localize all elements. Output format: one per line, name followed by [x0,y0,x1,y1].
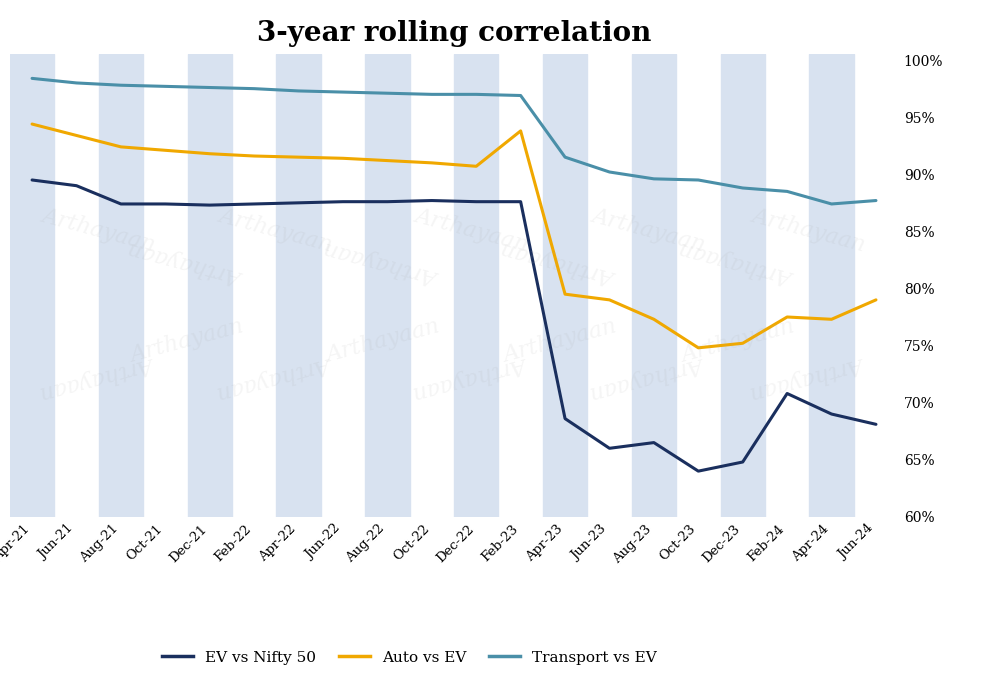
Bar [454,54,498,517]
Text: Arthayaan: Arthayaan [678,316,797,367]
Text: Arthayaan: Arthayaan [590,352,708,404]
Bar [365,54,409,517]
Bar [720,54,764,517]
Text: Arthayaan: Arthayaan [128,237,246,288]
Text: Arthayaan: Arthayaan [39,352,158,404]
Bar [542,54,587,517]
Text: Arthayaan: Arthayaan [412,352,530,404]
Text: Arthayaan: Arthayaan [501,316,619,367]
Text: Arthayaan: Arthayaan [323,237,442,288]
Text: Arthayaan: Arthayaan [749,352,868,404]
Text: Arthayaan: Arthayaan [678,237,797,288]
Text: Arthayaan: Arthayaan [323,316,442,367]
Bar [187,54,232,517]
Text: Arthayaan: Arthayaan [128,316,246,367]
Bar [809,54,853,517]
Bar [276,54,320,517]
Text: Arthayaan: Arthayaan [412,205,530,256]
Legend: EV vs Nifty 50, Auto vs EV, Transport vs EV: EV vs Nifty 50, Auto vs EV, Transport vs… [156,645,663,671]
Text: Arthayaan: Arthayaan [217,352,335,404]
Text: Arthayaan: Arthayaan [590,205,708,256]
Text: Arthayaan: Arthayaan [217,205,335,256]
Bar [631,54,675,517]
Bar [10,54,54,517]
Text: Arthayaan: Arthayaan [39,205,158,256]
Bar [99,54,143,517]
Text: Arthayaan: Arthayaan [501,237,619,288]
Text: Arthayaan: Arthayaan [749,205,868,256]
Title: 3-year rolling correlation: 3-year rolling correlation [256,20,651,46]
